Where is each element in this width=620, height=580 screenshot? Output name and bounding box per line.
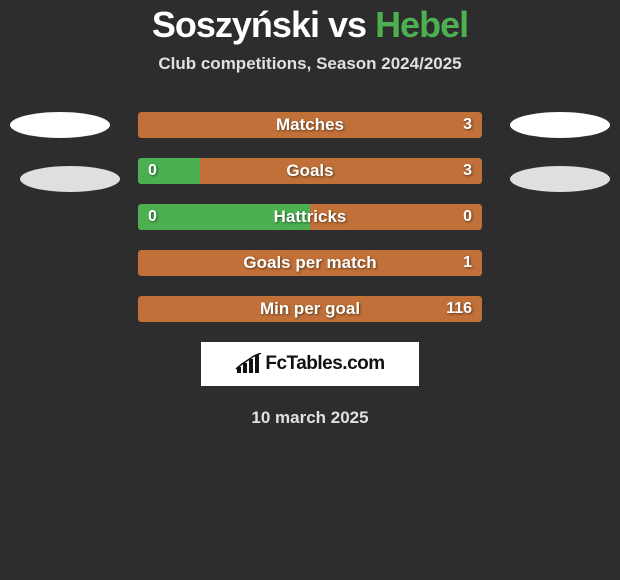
stat-label: Hattricks <box>274 207 347 227</box>
page-title: Soszyński vs Hebel <box>0 4 620 46</box>
stat-right-value: 3 <box>463 162 472 180</box>
stat-row: Hattricks 0 0 <box>138 204 482 230</box>
stat-label: Goals <box>286 161 333 181</box>
avatar-placeholder-left-2 <box>20 166 120 192</box>
stat-right-value: 116 <box>446 300 472 318</box>
stat-left-value: 0 <box>148 162 157 180</box>
fctables-logo[interactable]: FcTables.com <box>201 342 419 386</box>
player1-name: Soszyński <box>152 4 319 45</box>
stat-row: Goals per match 1 <box>138 250 482 276</box>
stat-left-value: 0 <box>148 208 157 226</box>
container: Soszyński vs Hebel Club competitions, Se… <box>0 0 620 428</box>
player2-name: Hebel <box>375 4 468 45</box>
stat-right-value: 1 <box>463 254 472 272</box>
stat-row: Matches 3 <box>138 112 482 138</box>
stat-label: Min per goal <box>260 299 360 319</box>
avatar-placeholder-right-1 <box>510 112 610 138</box>
logo-text: FcTables.com <box>265 353 384 375</box>
vs-label: vs <box>328 4 366 45</box>
stat-row: Goals 0 3 <box>138 158 482 184</box>
avatar-placeholder-left-1 <box>10 112 110 138</box>
bar-chart-icon <box>235 353 263 375</box>
stats-area: Matches 3 Goals 0 3 Hattricks 0 0 Goals per matc… <box>0 112 620 428</box>
subtitle: Club competitions, Season 2024/2025 <box>0 54 620 74</box>
stat-bars: Matches 3 Goals 0 3 Hattricks 0 0 Goals per matc… <box>138 112 482 322</box>
stat-label: Goals per match <box>243 253 376 273</box>
date-label: 10 march 2025 <box>0 408 620 428</box>
stat-right-value: 3 <box>463 116 472 134</box>
stat-right-value: 0 <box>463 208 472 226</box>
stat-label: Matches <box>276 115 344 135</box>
stat-row: Min per goal 116 <box>138 296 482 322</box>
avatar-placeholder-right-2 <box>510 166 610 192</box>
